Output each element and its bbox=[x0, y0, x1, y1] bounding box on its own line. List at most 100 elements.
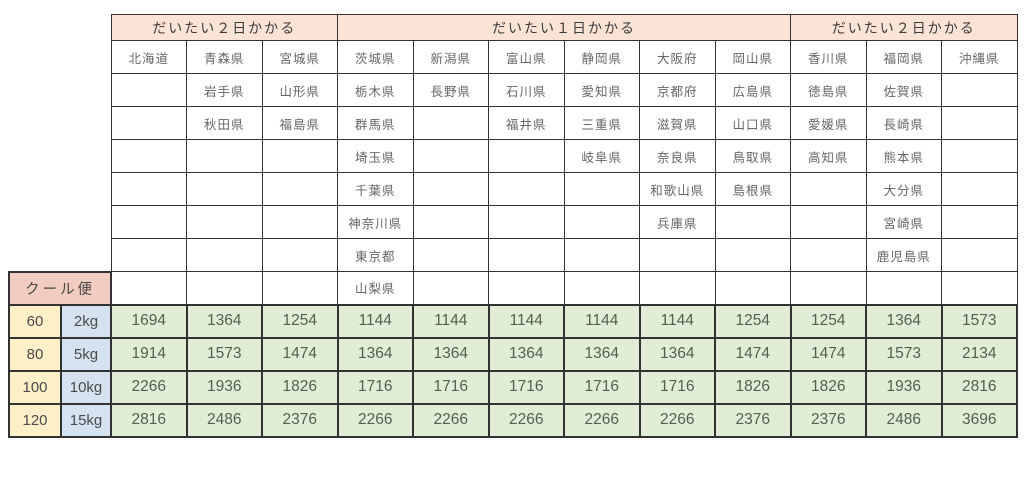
prefecture-cell: 熊本県 bbox=[865, 139, 942, 173]
price-cell: 1364 bbox=[336, 336, 414, 372]
prefecture-cell: 群馬県 bbox=[337, 106, 414, 140]
blank-spacer bbox=[9, 73, 111, 107]
prefecture-cell bbox=[110, 73, 187, 107]
prefecture-cell: 島根県 bbox=[714, 172, 791, 206]
prefecture-cell bbox=[261, 271, 338, 305]
service-label-cell: クール便 bbox=[8, 270, 112, 306]
prefecture-cell bbox=[865, 271, 942, 305]
prefecture-cell: 宮城県 bbox=[261, 40, 338, 74]
prefecture-cell: 北海道 bbox=[110, 40, 187, 74]
table-row: だいたい２日かかる だいたい１日かかる だいたい２日かかる bbox=[9, 14, 1018, 41]
prefecture-cell: 富山県 bbox=[488, 40, 565, 74]
blank-spacer bbox=[9, 40, 111, 74]
prefecture-cell: 滋賀県 bbox=[639, 106, 716, 140]
prefecture-cell: 広島県 bbox=[714, 73, 791, 107]
table-row: 北海道 青森県 宮城県 茨城県 新潟県 富山県 静岡県 大阪府 岡山県 香川県 … bbox=[9, 40, 1018, 74]
blank-corner bbox=[9, 14, 111, 41]
price-cell: 1914 bbox=[110, 336, 188, 372]
price-cell: 1573 bbox=[185, 336, 263, 372]
prefecture-cell bbox=[790, 205, 867, 239]
rate-row-100: 100 10kg 2266 1936 1826 1716 1716 1716 1… bbox=[8, 369, 1018, 405]
prefecture-cell bbox=[412, 106, 489, 140]
blank-spacer bbox=[9, 238, 111, 272]
weight-cell: 5kg bbox=[60, 336, 112, 372]
prefecture-cell: 宮崎県 bbox=[865, 205, 942, 239]
prefecture-cell: 青森県 bbox=[186, 40, 263, 74]
prefecture-cell bbox=[639, 238, 716, 272]
prefecture-cell bbox=[261, 172, 338, 206]
price-cell: 2266 bbox=[412, 402, 490, 438]
price-cell: 1364 bbox=[638, 336, 716, 372]
price-cell: 1936 bbox=[185, 369, 263, 405]
prefecture-cell: 兵庫県 bbox=[639, 205, 716, 239]
prefecture-cell: 山梨県 bbox=[337, 271, 414, 305]
weight-cell: 15kg bbox=[60, 402, 112, 438]
prefecture-cell bbox=[563, 205, 640, 239]
prefecture-cell: 愛媛県 bbox=[790, 106, 867, 140]
prefecture-cell bbox=[488, 172, 565, 206]
price-cell: 1144 bbox=[336, 303, 414, 339]
prefecture-cell bbox=[941, 271, 1018, 305]
prefecture-cell: 長崎県 bbox=[865, 106, 942, 140]
rate-row-120: 120 15kg 2816 2486 2376 2266 2266 2266 2… bbox=[8, 402, 1018, 438]
price-cell: 1474 bbox=[789, 336, 867, 372]
blank-spacer bbox=[9, 106, 111, 140]
prefecture-cell bbox=[412, 139, 489, 173]
prefecture-cell bbox=[941, 205, 1018, 239]
price-cell: 1364 bbox=[563, 336, 641, 372]
prefecture-cell: 鹿児島県 bbox=[865, 238, 942, 272]
price-cell: 1144 bbox=[487, 303, 565, 339]
prefecture-cell bbox=[261, 139, 338, 173]
price-cell: 1826 bbox=[789, 369, 867, 405]
prefecture-cell bbox=[488, 205, 565, 239]
price-cell: 1716 bbox=[412, 369, 490, 405]
prefecture-cell bbox=[110, 238, 187, 272]
price-cell: 1364 bbox=[865, 303, 943, 339]
table-row: 岩手県 山形県 栃木県 長野県 石川県 愛知県 京都府 広島県 徳島県 佐賀県 bbox=[9, 73, 1018, 107]
blank-spacer bbox=[9, 139, 111, 173]
prefecture-cell: 和歌山県 bbox=[639, 172, 716, 206]
price-cell: 1474 bbox=[261, 336, 339, 372]
prefecture-cell bbox=[110, 271, 187, 305]
prefecture-cell: 東京都 bbox=[337, 238, 414, 272]
prefecture-cell: 石川県 bbox=[488, 73, 565, 107]
prefecture-cell: 京都府 bbox=[639, 73, 716, 107]
price-cell: 1573 bbox=[940, 303, 1018, 339]
prefecture-cell bbox=[563, 238, 640, 272]
prefecture-cell bbox=[110, 139, 187, 173]
price-cell: 1716 bbox=[638, 369, 716, 405]
prefecture-cell bbox=[563, 172, 640, 206]
prefecture-cell: 徳島県 bbox=[790, 73, 867, 107]
prefecture-cell bbox=[790, 238, 867, 272]
price-cell: 2376 bbox=[714, 402, 792, 438]
prefecture-cell bbox=[261, 205, 338, 239]
price-cell: 1474 bbox=[714, 336, 792, 372]
size-cell: 100 bbox=[8, 369, 62, 405]
prefecture-cell bbox=[110, 106, 187, 140]
rate-row-80: 80 5kg 1914 1573 1474 1364 1364 1364 136… bbox=[8, 336, 1018, 372]
prefecture-cell: 福井県 bbox=[488, 106, 565, 140]
prefecture-cell: 山形県 bbox=[261, 73, 338, 107]
price-cell: 2266 bbox=[487, 402, 565, 438]
size-cell: 80 bbox=[8, 336, 62, 372]
rate-row-60: 60 2kg 1694 1364 1254 1144 1144 1144 114… bbox=[8, 303, 1018, 339]
price-cell: 2376 bbox=[789, 402, 867, 438]
price-cell: 1716 bbox=[336, 369, 414, 405]
prefecture-cell bbox=[412, 172, 489, 206]
size-cell: 120 bbox=[8, 402, 62, 438]
prefecture-cell bbox=[412, 205, 489, 239]
table-row: 秋田県 福島県 群馬県 福井県 三重県 滋賀県 山口県 愛媛県 長崎県 bbox=[9, 106, 1018, 140]
table-row: 東京都 鹿児島県 bbox=[9, 238, 1018, 272]
group-header-1day: だいたい１日かかる bbox=[337, 14, 791, 41]
price-cell: 1573 bbox=[865, 336, 943, 372]
prefecture-cell: 山口県 bbox=[714, 106, 791, 140]
price-cell: 1254 bbox=[714, 303, 792, 339]
price-cell: 1364 bbox=[185, 303, 263, 339]
prefecture-cell bbox=[186, 205, 263, 239]
price-cell: 2266 bbox=[110, 369, 188, 405]
prefecture-cell bbox=[110, 205, 187, 239]
prefecture-cell: 奈良県 bbox=[639, 139, 716, 173]
prefecture-cell bbox=[186, 172, 263, 206]
prefecture-cell: 茨城県 bbox=[337, 40, 414, 74]
price-cell: 2816 bbox=[940, 369, 1018, 405]
